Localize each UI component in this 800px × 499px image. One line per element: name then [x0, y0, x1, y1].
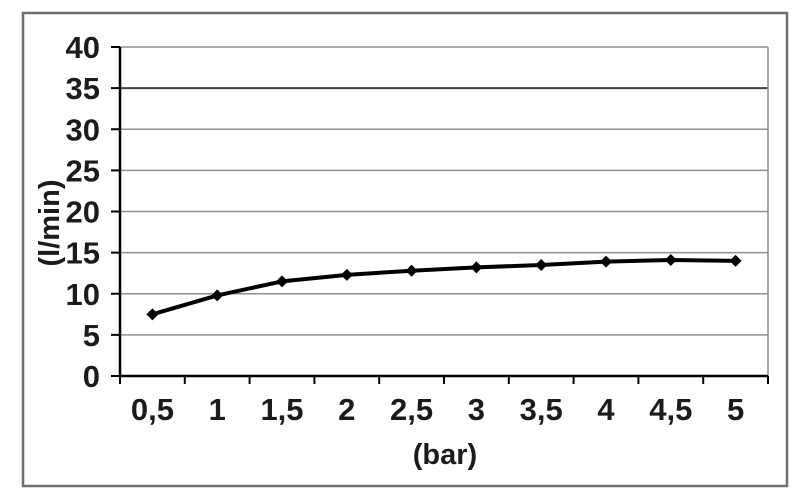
x-tick-label: 4	[597, 392, 615, 427]
data-point-marker	[470, 261, 483, 274]
flow-series	[146, 254, 742, 321]
y-tick-label: 5	[83, 318, 100, 353]
x-tick-label: 1	[209, 392, 226, 427]
y-tick-label: 10	[66, 277, 100, 312]
axis-ticks	[111, 46, 769, 384]
gridlines	[120, 46, 769, 376]
x-tick-label: 4,5	[649, 392, 692, 427]
x-tick-label: 3	[468, 392, 485, 427]
data-point-marker	[664, 254, 677, 267]
y-tick-label: 35	[66, 71, 100, 106]
data-point-marker	[729, 254, 742, 267]
y-tick-label: 0	[83, 359, 100, 394]
data-point-marker	[600, 255, 612, 268]
y-tick-labels: 0 5 10 15 20 25 30 35 40	[66, 30, 100, 394]
y-tick-label: 30	[66, 112, 100, 147]
x-tick-label: 3,5	[520, 392, 563, 427]
x-tick-label: 2,5	[390, 392, 433, 427]
x-tick-label: 0,5	[131, 392, 174, 427]
x-tick-labels: 0,5 1 1,5 2 2,5 3 3,5 4 4,5 5	[131, 392, 744, 427]
data-point-marker	[535, 258, 548, 271]
y-tick-label: 25	[66, 153, 100, 188]
series-line	[150, 258, 738, 317]
outer-border	[21, 11, 789, 488]
data-point-marker	[405, 264, 418, 277]
y-axis-title: (l/min)	[34, 180, 66, 267]
y-tick-label: 20	[66, 195, 100, 230]
y-tick-label: 15	[66, 236, 100, 271]
x-tick-label: 5	[727, 392, 744, 427]
x-axis-title: (bar)	[413, 439, 477, 471]
x-tick-label: 2	[338, 392, 355, 427]
data-point-marker	[276, 275, 288, 288]
data-point-marker	[146, 308, 159, 321]
data-point-marker	[211, 289, 224, 302]
data-point-marker	[340, 268, 353, 281]
x-tick-label: 1,5	[260, 392, 303, 427]
y-tick-label: 40	[66, 30, 100, 65]
